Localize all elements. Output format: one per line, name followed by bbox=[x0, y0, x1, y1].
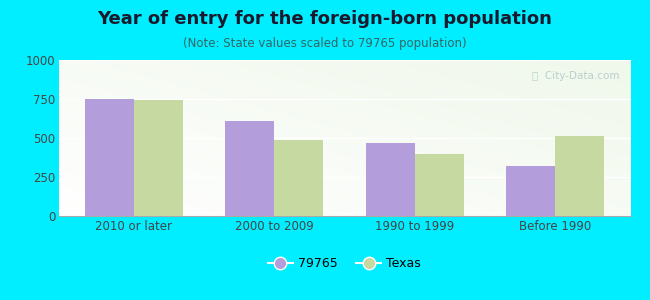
Bar bbox=[84, 99, 134, 216]
Text: (Note: State values scaled to 79765 population): (Note: State values scaled to 79765 popu… bbox=[183, 38, 467, 50]
Text: ⓘ  City-Data.com: ⓘ City-Data.com bbox=[532, 71, 619, 81]
Legend: 79765, Texas: 79765, Texas bbox=[263, 252, 426, 275]
Bar bbox=[134, 100, 183, 216]
Bar bbox=[415, 154, 464, 216]
Bar bbox=[506, 166, 555, 216]
Text: Year of entry for the foreign-born population: Year of entry for the foreign-born popul… bbox=[98, 11, 552, 28]
Bar bbox=[555, 136, 605, 216]
Bar bbox=[225, 121, 274, 216]
Bar bbox=[274, 140, 324, 216]
Bar bbox=[365, 143, 415, 216]
